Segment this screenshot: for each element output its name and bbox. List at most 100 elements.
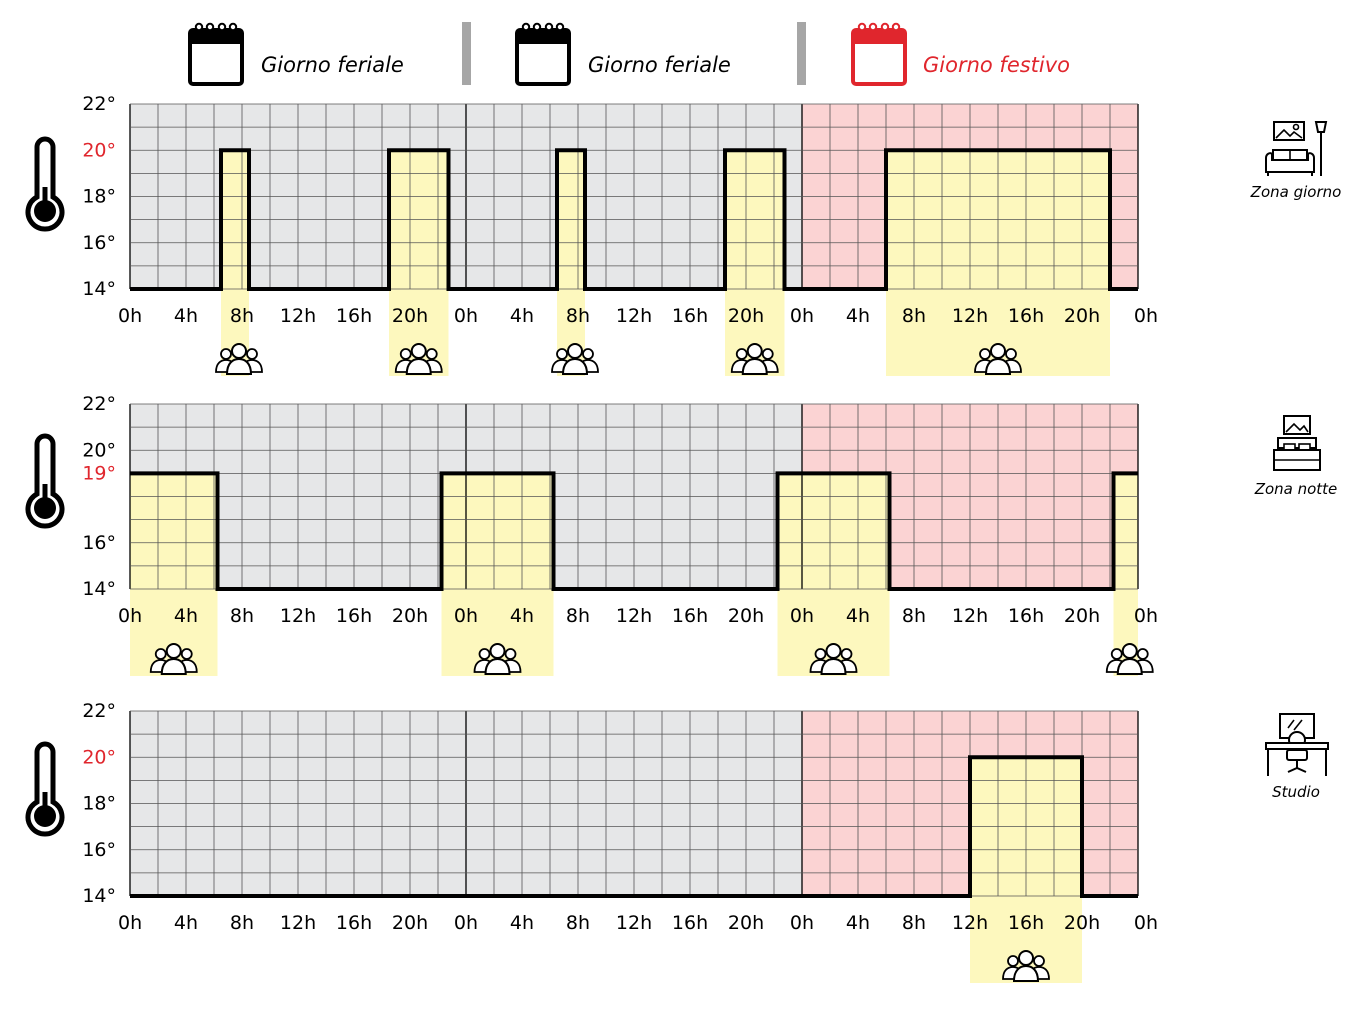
x-tick-label: 4h [174,912,198,934]
x-tick-label: 0h [118,912,142,934]
x-tick-label: 12h [952,605,988,627]
x-tick-label: 0h [790,605,814,627]
x-tick-label: 8h [230,605,254,627]
temperature-step-line [130,471,1138,591]
x-tick-label: 4h [510,605,534,627]
x-tick-label: 20h [1064,305,1100,327]
y-tick-label: 22° [82,700,116,722]
y-tick-label: 14° [82,278,116,300]
x-tick-label: 4h [174,605,198,627]
x-tick-label: 4h [846,305,870,327]
x-tick-label: 0h [790,912,814,934]
thermometer-icon [28,744,62,834]
x-tick-label: 4h [510,305,534,327]
chart-panel-3: 22°20°18°16°14°0h 4h 8h 12h 16h 20h 0h 4h 8h 12h 1… [28,700,1158,983]
sofa-lamp-icon [1265,121,1328,176]
calendar-icon [851,22,907,86]
x-tick-label: 16h [672,605,708,627]
temperature-step-line [130,148,1138,291]
x-tick-label: 12h [280,605,316,627]
y-tick-label: 22° [82,93,116,115]
x-tick-label: 0h [454,305,478,327]
chart-panel-2: 22°20°19°16°14°0h 4h 8h 12h 16h 20h 0h 4h 8h 12h 1… [28,393,1158,676]
chart-panel-1: 22°20°18°16°14°0h 4h 8h 12h 16h 20h 0h 4h 8h 12h 1… [28,93,1158,376]
x-tick-label: 16h [336,605,372,627]
x-tick-label: 16h [672,912,708,934]
y-tick-label: 22° [82,393,116,415]
zone-label-studio: Studio [1272,783,1320,801]
x-tick-label: 16h [1008,305,1044,327]
x-tick-label: 20h [1064,605,1100,627]
x-tick-label: 0h [1134,605,1158,627]
x-tick-label: 0h [454,912,478,934]
x-tick-label: 4h [846,605,870,627]
x-tick-label: 8h [566,605,590,627]
x-tick-label: 8h [902,605,926,627]
x-tick-label: 20h [392,605,428,627]
x-tick-label: 8h [230,305,254,327]
x-tick-label: 0h [118,305,142,327]
y-tick-label: 14° [82,578,116,600]
day-label-2: Giorno feriale [588,53,731,77]
x-tick-label: 16h [336,912,372,934]
zone-label-notte: Zona notte [1254,480,1338,498]
x-tick-label: 12h [952,305,988,327]
x-tick-label: 12h [952,912,988,934]
bed-icon [1273,415,1321,471]
y-tick-label: 14° [82,885,116,907]
y-tick-label: 19° [82,462,116,484]
y-tick-label: 18° [82,186,116,208]
comfort-period-fill [441,473,554,589]
x-tick-label: 8h [902,305,926,327]
temperature-step-line [130,755,1138,898]
x-tick-label: 8h [566,305,590,327]
x-tick-label: 20h [1064,912,1100,934]
x-tick-label: 8h [902,912,926,934]
x-tick-label: 16h [672,305,708,327]
x-tick-label: 20h [392,305,428,327]
thermometer-icon [28,436,62,526]
x-tick-label: 0h [790,305,814,327]
x-tick-label: 16h [1008,912,1044,934]
comfort-period-fill [777,473,890,589]
x-tick-label: 12h [280,305,316,327]
y-tick-label: 20° [82,439,116,461]
zone-label-giorno: Zona giorno [1250,183,1342,201]
header: Giorno feriale Giorno feriale Giorno fes… [188,22,1070,86]
x-tick-label: 0h [454,605,478,627]
x-tick-label: 20h [728,605,764,627]
x-tick-label: 4h [510,912,534,934]
x-tick-label: 16h [1008,605,1044,627]
day-separator [462,22,471,85]
x-tick-label: 16h [336,305,372,327]
y-tick-label: 20° [82,746,116,768]
chart-panels: 22°20°18°16°14°0h 4h 8h 12h 16h 20h 0h 4h 8h 12h 1… [28,93,1158,983]
comfort-period-fill [1113,473,1138,589]
x-tick-label: 0h [1134,912,1158,934]
thermometer-icon [28,139,62,229]
y-tick-label: 20° [82,139,116,161]
y-tick-label: 16° [82,232,116,254]
desk-computer-icon [1265,713,1329,776]
x-tick-label: 4h [846,912,870,934]
x-tick-label: 0h [1134,305,1158,327]
x-tick-label: 12h [616,912,652,934]
y-tick-label: 16° [82,839,116,861]
x-tick-label: 0h [118,605,142,627]
x-tick-label: 8h [566,912,590,934]
y-tick-label: 16° [82,532,116,554]
day-label-3: Giorno festivo [923,53,1070,77]
calendar-icon [515,22,571,86]
calendar-icon [188,22,244,86]
comfort-period-fill [130,473,218,589]
x-tick-label: 20h [728,912,764,934]
x-tick-label: 12h [280,912,316,934]
x-tick-label: 20h [392,912,428,934]
x-tick-label: 4h [174,305,198,327]
x-tick-label: 12h [616,605,652,627]
x-tick-label: 12h [616,305,652,327]
y-tick-label: 18° [82,793,116,815]
x-tick-label: 20h [728,305,764,327]
day-label-1: Giorno feriale [261,53,404,77]
